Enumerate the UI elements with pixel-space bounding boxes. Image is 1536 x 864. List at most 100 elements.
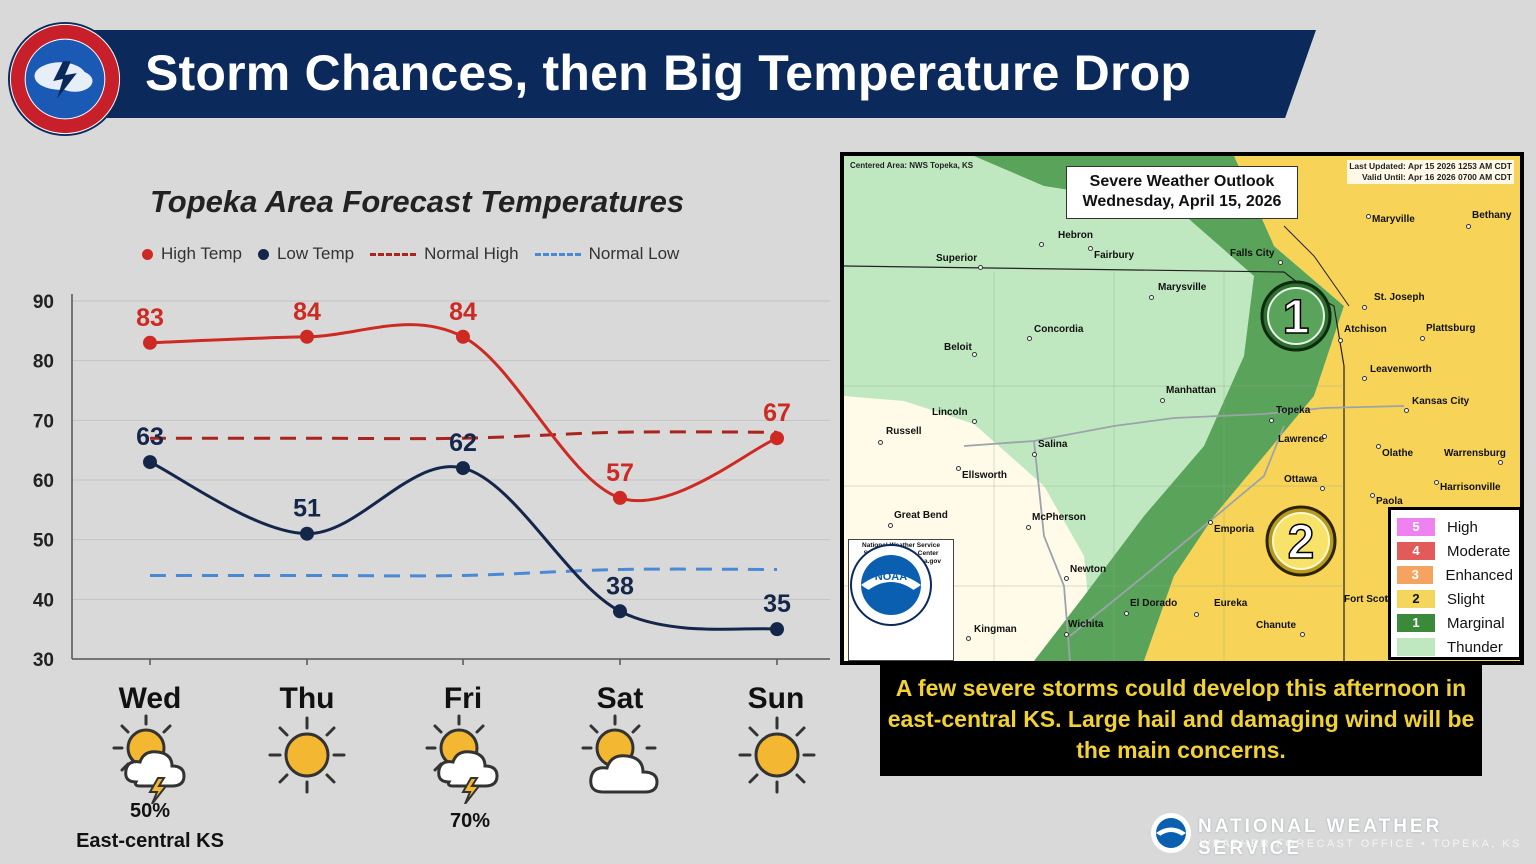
low-temp-label: 38	[606, 572, 634, 600]
city-marker	[1300, 632, 1305, 637]
city-label: Wichita	[1068, 619, 1104, 630]
legend-normal-low-label: Normal Low	[588, 244, 680, 263]
city-label: Chanute	[1256, 620, 1296, 631]
map-update-info: Last Updated: Apr 15 2026 1253 AM CDT Va…	[1347, 160, 1514, 184]
city-marker	[966, 636, 971, 641]
high-temp-label: 84	[449, 298, 477, 326]
legend-row-label: Slight	[1447, 590, 1485, 608]
day-label-sat: Sat	[596, 682, 644, 715]
outlook-title-box: Severe Weather Outlook Wednesday, April …	[1066, 166, 1298, 219]
city-marker	[1160, 398, 1165, 403]
city-marker	[1362, 376, 1367, 381]
outlook-legend: 5 High 4 Moderate 3 Enhanced 2 Slight 1 Margi…	[1388, 507, 1520, 660]
city-marker	[1039, 242, 1044, 247]
y-tick-label: 40	[33, 590, 54, 611]
city-label: Plattsburg	[1426, 323, 1476, 334]
city-marker	[956, 466, 961, 471]
map-centered-area: Centered Area: NWS Topeka, KS	[850, 161, 974, 170]
low-temp-point	[143, 455, 157, 470]
outlook-marker-2: 2	[1265, 505, 1337, 577]
high-temp-label: 84	[293, 298, 321, 326]
city-label: Falls City	[1230, 248, 1275, 259]
city-label: Eureka	[1214, 598, 1248, 609]
city-marker	[1420, 336, 1425, 341]
legend-swatch: 3	[1397, 566, 1434, 584]
day-label-wed: Wed	[118, 682, 182, 715]
city-marker	[1088, 246, 1093, 251]
city-marker	[878, 440, 883, 445]
low-temp-point	[456, 461, 470, 476]
day-label-fri: Fri	[443, 682, 483, 715]
city-marker	[1124, 611, 1129, 616]
chart-legend: High Temp Low Temp Normal High Normal Lo…	[142, 244, 695, 264]
noaa-logo-text: NOAA	[875, 571, 907, 583]
high-temp-label: 67	[763, 399, 791, 427]
city-marker	[1149, 295, 1154, 300]
city-marker	[1208, 520, 1213, 525]
legend-row-marginal: 1 Marginal	[1397, 611, 1513, 635]
low-temp-point	[770, 622, 784, 637]
pop-fri: 70%	[449, 810, 491, 832]
legend-row-label: High	[1447, 518, 1478, 536]
low-temp-point	[613, 604, 627, 619]
city-label: Ellsworth	[962, 470, 1008, 481]
city-label: Atchison	[1344, 324, 1387, 335]
y-tick-label: 30	[33, 650, 54, 671]
city-label: Kansas City	[1412, 396, 1470, 407]
city-marker	[1322, 434, 1327, 439]
partly-cloudy-icon	[581, 714, 659, 794]
legend-high-label: High Temp	[161, 244, 242, 263]
high-temp-point	[300, 329, 314, 344]
legend-high-marker	[142, 248, 153, 260]
city-label: Harrisonville	[1440, 482, 1501, 493]
footer-subtitle: WEATHER FORECAST OFFICE • TOPEKA, KS	[1200, 838, 1522, 850]
pop-wed: 50%	[129, 800, 171, 822]
legend-swatch: 5	[1397, 518, 1435, 536]
city-label: Kingman	[974, 624, 1017, 635]
city-label: Concordia	[1034, 324, 1084, 335]
legend-row-high: 5 High	[1397, 515, 1513, 539]
normal-high-line	[150, 430, 778, 441]
city-marker	[978, 265, 983, 270]
city-label: St. Joseph	[1374, 292, 1425, 303]
city-label: El Dorado	[1130, 598, 1178, 609]
title-banner	[80, 30, 1316, 118]
legend-row-label: Thunder	[1447, 638, 1503, 656]
outlook-marker-1-label: 1	[1283, 291, 1310, 344]
day-label-thu: Thu	[279, 682, 335, 715]
outlook-date: Wednesday, April 15, 2026	[1082, 193, 1282, 210]
low-temp-label: 51	[293, 495, 321, 523]
legend-normal-high-label: Normal High	[424, 244, 519, 263]
legend-row-label: Moderate	[1447, 542, 1511, 560]
city-marker	[1027, 336, 1032, 341]
legend-row-label: Enhanced	[1445, 566, 1513, 584]
city-marker	[972, 419, 977, 424]
legend-low-label: Low Temp	[276, 244, 355, 263]
city-marker	[1032, 452, 1037, 457]
temperature-chart: 30 40 50 60 70 80 90 83 84 84 57 67 63 51 62 38 35	[33, 292, 830, 671]
city-label: Manhattan	[1166, 385, 1216, 396]
pop-area-wed: East-central KS	[76, 830, 224, 852]
outlook-title: Severe Weather Outlook	[1089, 173, 1275, 190]
city-label: Emporia	[1214, 524, 1255, 535]
legend-row-thunder: Thunder	[1397, 635, 1513, 659]
city-marker	[1498, 460, 1503, 465]
page-title: Storm Chances, then Big Temperature Drop	[145, 45, 1192, 101]
y-tick-label: 50	[33, 531, 54, 552]
high-temp-point	[456, 329, 470, 344]
city-label: Maryville	[1372, 214, 1415, 225]
city-marker	[1404, 408, 1409, 413]
city-label: Fort Scott	[1344, 594, 1392, 605]
city-label: Marysville	[1158, 282, 1207, 293]
legend-row-enhanced: 3 Enhanced	[1397, 563, 1513, 587]
legend-swatch: 4	[1397, 542, 1435, 560]
normal-low-line	[150, 567, 778, 578]
city-marker	[1376, 444, 1381, 449]
outlook-marker-2-label: 2	[1288, 516, 1315, 569]
city-marker	[1320, 486, 1325, 491]
city-label: Great Bend	[894, 510, 948, 521]
noaa-footer-icon	[1151, 813, 1191, 853]
city-marker	[1278, 260, 1283, 265]
city-marker	[1434, 480, 1439, 485]
city-label: Ottawa	[1284, 474, 1318, 485]
